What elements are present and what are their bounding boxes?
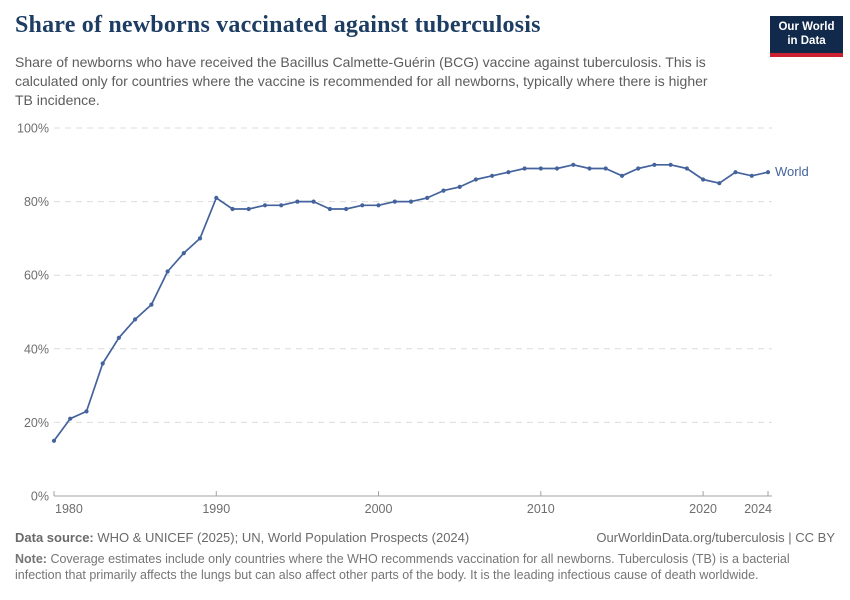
data-point[interactable] (214, 195, 219, 200)
x-tick-label: 2020 (689, 502, 717, 516)
data-point[interactable] (149, 302, 154, 307)
data-point[interactable] (295, 199, 300, 204)
data-point[interactable] (165, 269, 170, 274)
data-point[interactable] (554, 166, 560, 171)
data-point[interactable] (587, 166, 592, 171)
data-point[interactable] (717, 181, 722, 186)
data-point[interactable] (51, 438, 57, 443)
data-point[interactable] (652, 162, 657, 167)
owid-logo-line1: Our World (778, 21, 835, 33)
data-point[interactable] (506, 170, 511, 175)
data-point[interactable] (733, 170, 738, 175)
y-tick-label: 40% (24, 342, 49, 356)
data-point[interactable] (441, 188, 446, 193)
data-point[interactable] (765, 170, 771, 175)
data-point[interactable] (408, 199, 414, 204)
footnote-text: Coverage estimates include only countrie… (15, 552, 790, 582)
chart-area: 0% 20% 40% 60% 80% 100% 1980 1990 2000 2010 2020 20… (0, 110, 850, 525)
data-point[interactable] (133, 317, 138, 322)
y-tick-label: 0% (31, 490, 49, 504)
data-point[interactable] (392, 199, 397, 204)
data-point[interactable] (571, 162, 576, 167)
data-point[interactable] (619, 173, 625, 178)
y-tick-label: 80% (24, 195, 49, 209)
data-point[interactable] (181, 251, 186, 256)
page-title: Share of newborns vaccinated against tub… (15, 12, 541, 38)
chart-subtitle: Share of newborns who have received the … (15, 54, 708, 108)
x-tick-label: 1990 (202, 502, 230, 516)
data-point[interactable] (749, 173, 754, 178)
data-point[interactable] (197, 236, 203, 241)
data-point[interactable] (68, 416, 73, 421)
y-tick-label: 60% (24, 269, 49, 283)
data-point[interactable] (279, 203, 284, 208)
data-source-text: WHO & UNICEF (2025); UN, World Populatio… (97, 530, 470, 545)
data-point[interactable] (262, 203, 268, 208)
world-line[interactable] (53, 163, 769, 442)
chart-svg[interactable]: 0% 20% 40% 60% 80% 100% 1980 1990 2000 2010 2020 20… (0, 110, 850, 525)
data-point[interactable] (246, 206, 251, 212)
footnote-label: Note: (15, 552, 47, 566)
data-point[interactable] (116, 335, 121, 340)
data-point[interactable] (327, 206, 332, 212)
data-point[interactable] (344, 206, 349, 212)
owid-logo[interactable]: Our World in Data (770, 16, 843, 57)
y-tick-label: 20% (24, 416, 49, 430)
data-point[interactable] (84, 409, 89, 414)
data-point[interactable] (473, 177, 478, 182)
x-tick-label: 2024 (744, 502, 772, 516)
data-point[interactable] (603, 166, 608, 171)
data-point[interactable] (538, 166, 543, 171)
data-point[interactable] (636, 166, 641, 171)
data-point[interactable] (490, 173, 495, 178)
data-source: Data source: WHO & UNICEF (2025); UN, Wo… (15, 529, 469, 546)
data-point[interactable] (701, 177, 706, 182)
x-tick-label: 2010 (527, 502, 555, 516)
data-point[interactable] (668, 162, 673, 167)
x-tick-label: 2000 (365, 502, 393, 516)
y-tick-label: 100% (17, 122, 49, 136)
data-point[interactable] (684, 166, 690, 171)
data-point[interactable] (230, 206, 235, 212)
footnote: Note: Coverage estimates include only co… (15, 551, 835, 583)
data-point[interactable] (425, 195, 430, 200)
data-source-label: Data source: (15, 530, 94, 545)
data-point[interactable] (100, 361, 105, 366)
series-label[interactable]: World (775, 164, 809, 179)
x-tick-label: 1980 (55, 502, 83, 516)
footer: Data source: WHO & UNICEF (2025); UN, Wo… (15, 529, 835, 583)
owid-logo-line2: in Data (787, 34, 826, 47)
citation-link[interactable]: OurWorldinData.org/tuberculosis | CC BY (596, 530, 835, 545)
data-point[interactable] (360, 203, 365, 208)
data-point[interactable] (522, 166, 527, 171)
data-point[interactable] (376, 203, 381, 208)
data-point[interactable] (457, 184, 462, 189)
data-point[interactable] (311, 199, 316, 204)
